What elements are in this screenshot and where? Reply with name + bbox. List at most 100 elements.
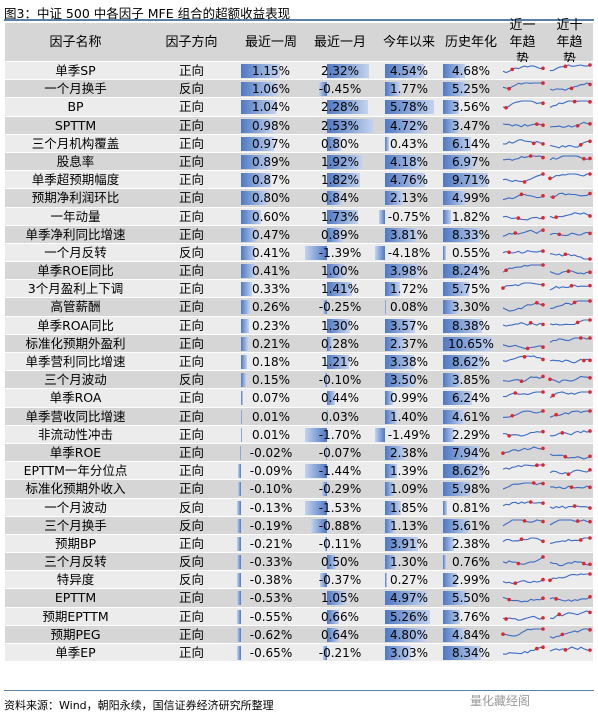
trend-10y-sparkline-path: [549, 504, 591, 509]
ann-cell: 6.97%: [443, 153, 499, 171]
trend-1y-sparkline-marker: [541, 263, 545, 267]
month-value: -0.37%: [318, 573, 362, 588]
trend-10y-sparkline-marker: [588, 536, 592, 540]
trend-1y-sparkline-marker: [535, 463, 539, 468]
ann-bar: [443, 336, 492, 351]
week-value: 0.18%: [251, 355, 291, 369]
trend-1y-sparkline-marker: [519, 537, 524, 541]
trend-10y-sparkline-marker: [588, 336, 592, 340]
ytd-bar: [385, 609, 430, 624]
ytd-bar: [385, 464, 397, 479]
trend-10y-sparkline-path: [549, 453, 591, 460]
trend-1y-sparkline: [502, 249, 545, 254]
trend-10y-sparkline-marker: [582, 358, 586, 363]
week-cell: 0.21%: [237, 335, 305, 353]
trend-10y-sparkline-marker: [588, 390, 592, 395]
trend-10y-cell: [548, 280, 592, 298]
ytd-value: -4.18%: [387, 245, 431, 260]
trend-1y-sparkline-path: [502, 321, 544, 327]
week-bar: [241, 227, 257, 242]
trend-1y-sparkline-path: [502, 282, 544, 289]
trend-10y-sparkline-marker: [563, 648, 568, 652]
ann-cell: 8.62%: [443, 353, 499, 371]
trend-1y-sparkline-path: [502, 138, 544, 145]
ytd-bar: [385, 173, 426, 188]
trend-1y-sparkline: [502, 408, 545, 418]
trend-10y-sparkline-marker: [588, 572, 592, 577]
month-value: 1.21%: [320, 355, 360, 369]
trend-10y-cell: [548, 371, 592, 389]
month-cell: 0.64%: [305, 626, 375, 644]
ytd-bar: [385, 227, 418, 242]
week-bar: [241, 264, 255, 279]
week-cell: 0.97%: [237, 135, 305, 153]
ytd-bar: [385, 118, 426, 133]
week-value: 0.89%: [251, 154, 291, 169]
week-bar: [240, 445, 242, 460]
month-value: 0.80%: [320, 136, 360, 151]
table-row: EPTTM 正向 -0.53% 1.05% 4.97% 5.50%: [5, 589, 593, 608]
week-bar: [241, 245, 255, 260]
trend-10y-cell: [548, 389, 592, 407]
trend-10y-cell: [548, 80, 592, 98]
ytd-cell: 1.77%: [375, 80, 443, 98]
month-bar: [327, 118, 373, 133]
trend-10y-cell: [548, 571, 592, 589]
month-value: 1.73%: [320, 209, 360, 224]
trend-1y-sparkline: [502, 301, 545, 313]
header-month: 最近一月: [313, 35, 366, 50]
trend-10y-sparkline-marker: [557, 612, 562, 616]
trend-10y-sparkline-marker: [588, 63, 592, 67]
month-value: 0.64%: [320, 627, 360, 642]
ann-bar: [443, 191, 466, 206]
trend-1y-sparkline-marker: [525, 346, 530, 351]
month-value: 0.50%: [320, 555, 360, 570]
ann-value: 5.61%: [451, 518, 491, 533]
trend-10y-sparkline-path: [549, 100, 591, 109]
trend-1y-sparkline: [502, 100, 545, 110]
trend-10y-sparkline-marker: [588, 270, 592, 275]
ann-cell: 4.84%: [443, 626, 499, 644]
trend-10y-sparkline-marker: [575, 518, 580, 523]
week-value: -0.33%: [249, 555, 293, 570]
factor-direction: 正向: [178, 317, 204, 333]
trend-1y-cell: [501, 189, 545, 207]
month-cell: -0.11%: [305, 535, 375, 553]
trend-1y-cell: [501, 317, 545, 335]
factor-name: 单季ROA: [49, 390, 102, 406]
ann-value: 8.33%: [451, 227, 491, 242]
ytd-cell: 3.50%: [375, 371, 443, 389]
week-cell: -0.65%: [237, 644, 305, 662]
trend-1y-sparkline: [502, 65, 545, 74]
trend-10y-sparkline-marker: [554, 597, 558, 602]
trend-1y-cell: [501, 80, 545, 98]
ann-bar: [443, 82, 468, 97]
ytd-cell: 5.26%: [375, 608, 443, 626]
trend-10y-sparkline-marker: [588, 82, 592, 87]
ytd-bar: [385, 264, 419, 279]
table-row: 单季EP 正向 -0.65% -0.21% 3.03% 8.34%: [5, 644, 593, 663]
ytd-bar: [385, 154, 421, 169]
factor-direction: 正向: [178, 390, 204, 406]
trend-10y-sparkline: [549, 192, 592, 200]
week-bar: [241, 173, 271, 188]
ytd-bar: [385, 82, 401, 97]
month-bar: [327, 409, 328, 424]
table-row: 预期EPTTM 正向 -0.55% 0.66% 5.26% 3.76%: [5, 607, 593, 626]
month-bar: [327, 391, 335, 406]
ann-bar: [443, 300, 459, 315]
trend-1y-sparkline-marker: [513, 391, 518, 396]
trend-10y-sparkline-marker: [588, 358, 592, 363]
month-cell: 1.92%: [305, 153, 375, 171]
trend-1y-sparkline-marker: [541, 141, 545, 146]
month-value: 0.66%: [320, 609, 360, 624]
week-cell: -0.09%: [237, 462, 305, 480]
trend-1y-sparkline-marker: [504, 268, 508, 273]
factor-direction: 正向: [178, 590, 204, 606]
trend-1y-sparkline-marker: [541, 390, 545, 395]
ytd-cell: 4.80%: [375, 626, 443, 644]
week-cell: 0.01%: [237, 426, 305, 444]
ann-value: 4.84%: [451, 627, 491, 642]
week-value: 0.47%: [251, 227, 291, 242]
ytd-value: 3.50%: [389, 373, 429, 388]
